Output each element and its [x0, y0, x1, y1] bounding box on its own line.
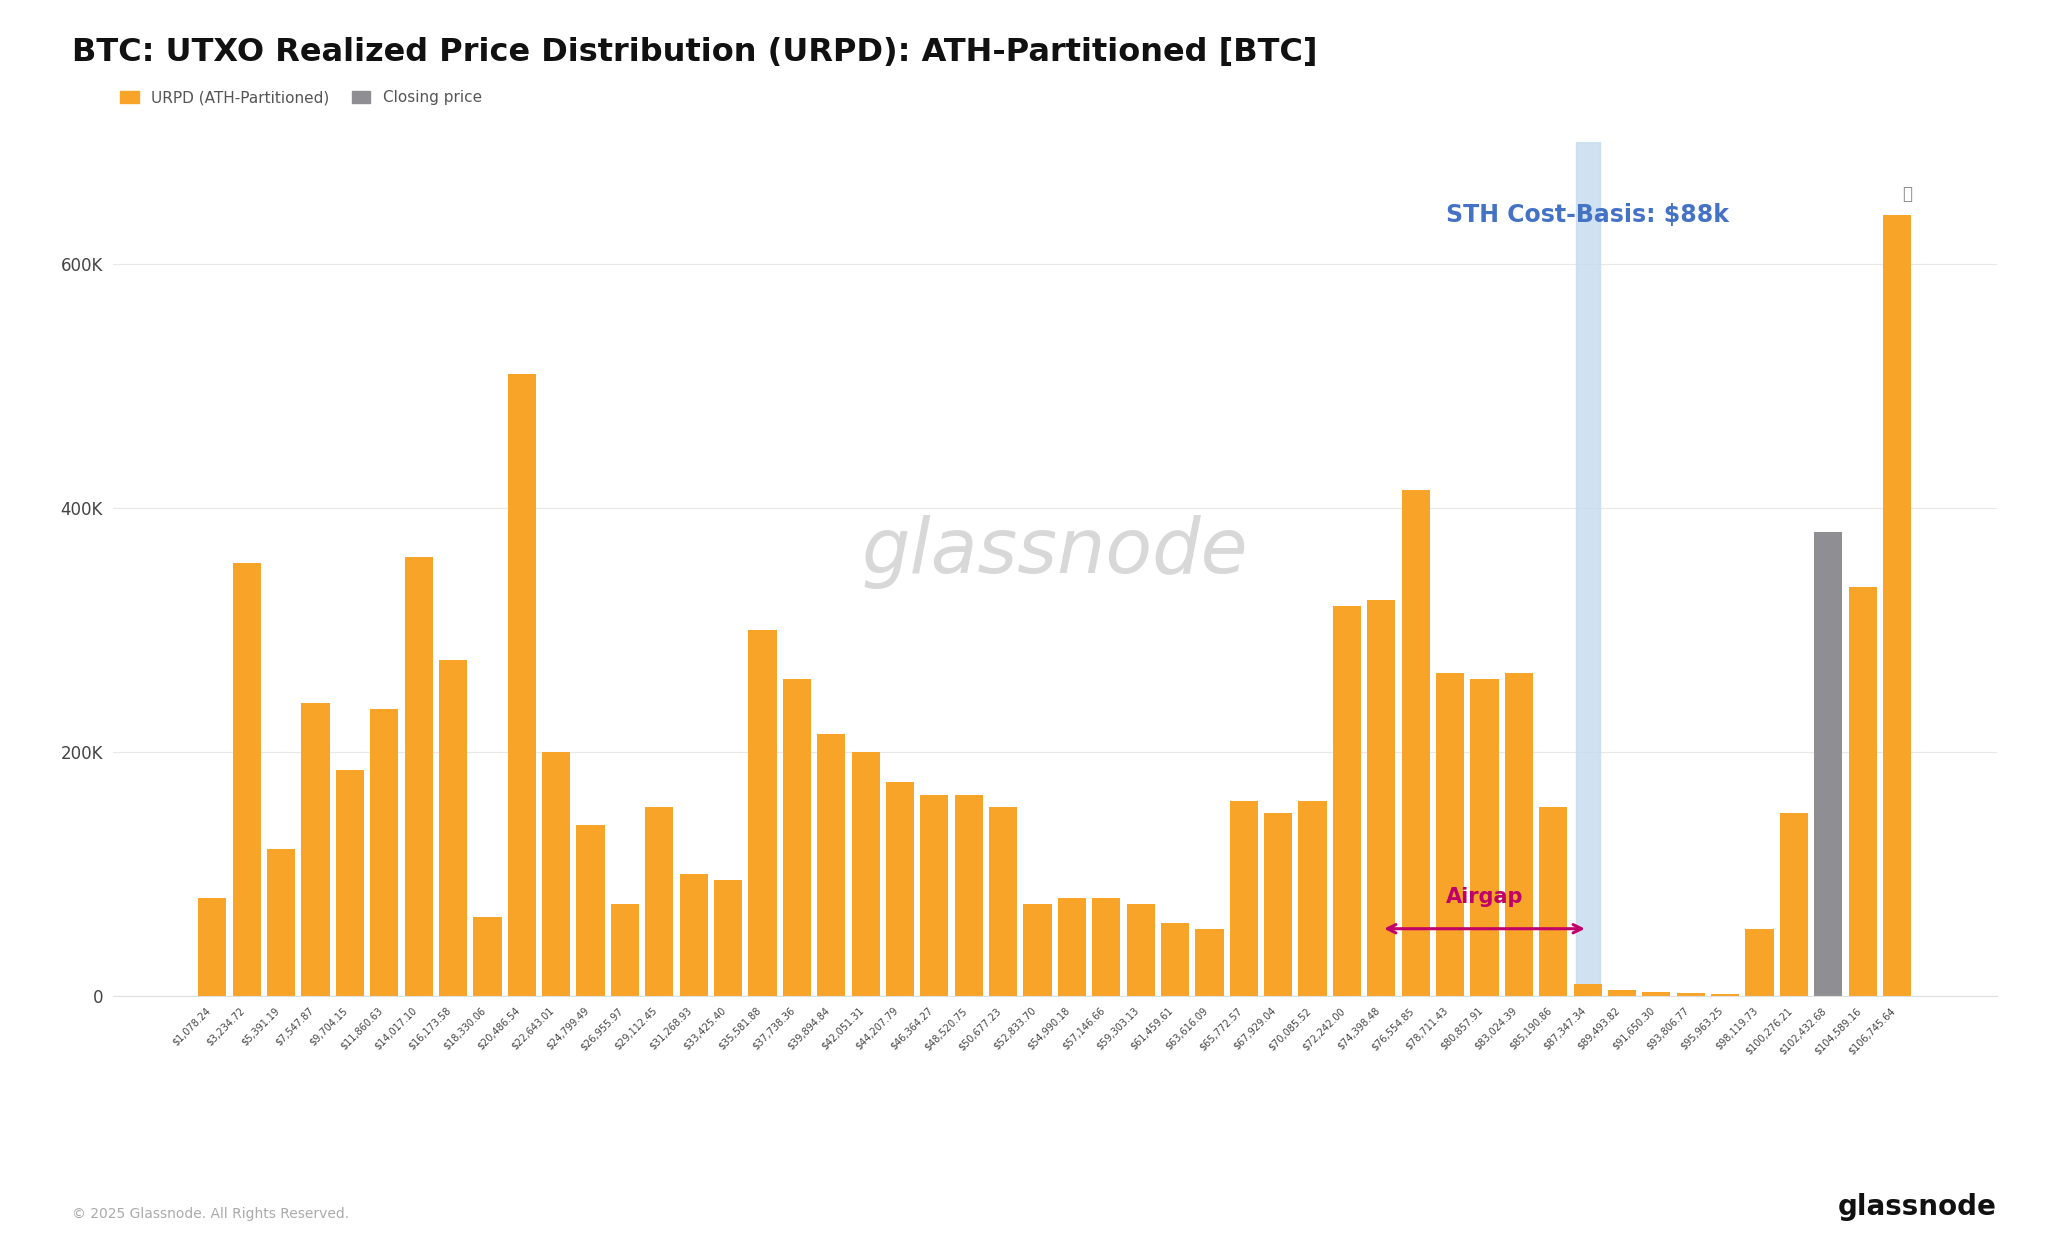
Bar — [1368, 600, 1395, 996]
Bar — [301, 703, 330, 996]
Bar — [817, 734, 846, 996]
Bar — [406, 557, 432, 996]
Bar — [748, 630, 776, 996]
Bar — [954, 794, 983, 996]
Bar — [1882, 215, 1911, 996]
Bar — [266, 850, 295, 996]
Bar — [1401, 490, 1430, 996]
Text: BTC: UTXO Realized Price Distribution (URPD): ATH-Partitioned [BTC]: BTC: UTXO Realized Price Distribution (U… — [72, 37, 1317, 68]
Bar — [336, 771, 365, 996]
Text: STH Cost-Basis: $88k: STH Cost-Basis: $88k — [1446, 203, 1729, 228]
Bar — [715, 880, 741, 996]
Bar — [1436, 673, 1464, 996]
Bar — [887, 782, 913, 996]
Bar — [1024, 904, 1051, 996]
Bar — [1849, 588, 1876, 996]
Bar — [1126, 904, 1155, 996]
Bar — [1815, 532, 1843, 996]
Bar — [989, 807, 1018, 996]
Bar — [371, 709, 399, 996]
Bar — [1229, 800, 1257, 996]
Bar — [1470, 679, 1499, 996]
Bar — [1059, 898, 1085, 996]
Bar — [920, 794, 948, 996]
Bar — [1298, 800, 1327, 996]
Bar — [1196, 929, 1223, 996]
Bar — [610, 904, 639, 996]
Bar — [508, 374, 537, 996]
Bar — [782, 679, 811, 996]
Bar — [1161, 923, 1190, 996]
Text: © 2025 Glassnode. All Rights Reserved.: © 2025 Glassnode. All Rights Reserved. — [72, 1207, 348, 1221]
Bar — [473, 917, 502, 996]
Bar — [680, 873, 709, 996]
Text: glassnode: glassnode — [862, 515, 1247, 589]
Bar — [1608, 990, 1636, 996]
Bar — [438, 661, 467, 996]
Bar — [1573, 983, 1602, 996]
Bar — [1264, 813, 1292, 996]
Bar — [575, 825, 604, 996]
Bar — [1677, 993, 1704, 996]
Text: glassnode: glassnode — [1837, 1192, 1997, 1221]
Bar — [543, 752, 569, 996]
Bar — [1745, 929, 1774, 996]
Text: 📷: 📷 — [1903, 184, 1913, 203]
Bar — [233, 563, 260, 996]
Bar — [1575, 142, 1599, 996]
Bar — [1092, 898, 1120, 996]
Bar — [852, 752, 881, 996]
Bar — [1505, 673, 1534, 996]
Bar — [1540, 807, 1567, 996]
Text: Airgap: Airgap — [1446, 887, 1524, 907]
Bar — [1780, 813, 1808, 996]
Bar — [1710, 995, 1739, 996]
Bar — [1642, 992, 1671, 996]
Bar — [645, 807, 674, 996]
Bar — [199, 898, 227, 996]
Bar — [1333, 606, 1362, 996]
Legend: URPD (ATH-Partitioned), Closing price: URPD (ATH-Partitioned), Closing price — [121, 90, 481, 105]
